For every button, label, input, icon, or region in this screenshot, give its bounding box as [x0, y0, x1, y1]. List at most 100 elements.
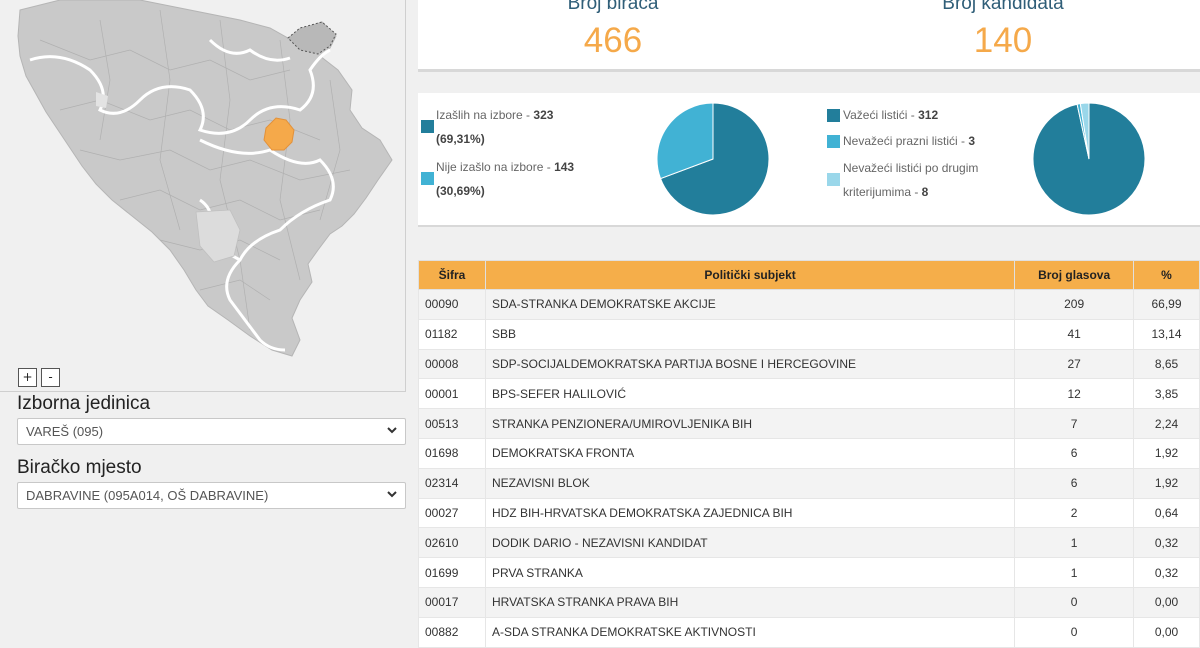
- map-container[interactable]: + -: [0, 0, 406, 392]
- cell-pct: 1,92: [1133, 467, 1200, 499]
- table-row: 02314 NEZAVISNI BLOK 6 1,92: [418, 467, 1200, 499]
- cell-code: 01698: [418, 437, 486, 469]
- ballots-pie-chart: [1032, 102, 1146, 216]
- header-votes[interactable]: Broj glasova: [1014, 260, 1135, 290]
- zoom-in-button[interactable]: +: [18, 368, 37, 387]
- cell-votes: 6: [1014, 467, 1135, 499]
- vares-municipality[interactable]: [263, 117, 295, 151]
- voters-value: 466: [583, 21, 643, 60]
- cell-votes: 209: [1014, 289, 1135, 320]
- cell-votes: 0: [1014, 616, 1135, 648]
- ballots-legend-2: Nevažeći prazni listići - 3: [843, 129, 975, 153]
- cell-code: 02314: [418, 467, 486, 499]
- turnout-legend-2-pct: (30,69%): [436, 184, 485, 198]
- table-row: 00027 HDZ BIH-HRVATSKA DEMOKRATSKA ZAJEDN…: [418, 497, 1200, 529]
- cell-votes: 12: [1014, 378, 1135, 410]
- cell-code: 00090: [418, 289, 486, 320]
- turnout-swatch-2: [421, 172, 434, 185]
- header-subject[interactable]: Politički subjekt: [484, 260, 1016, 290]
- brcko-district: [287, 21, 337, 55]
- cell-pct: 0,32: [1133, 557, 1200, 588]
- ballots-legend-1-count: 312: [918, 108, 939, 122]
- izborna-jedinica-value: VAREŠ (095): [26, 424, 104, 439]
- cell-subject: SBB: [484, 318, 1016, 350]
- table-row: 02610 DODIK DARIO - NEZAVISNI KANDIDAT 1 0,…: [418, 527, 1200, 559]
- cell-votes: 2: [1014, 497, 1135, 529]
- turnout-pie-slice-2[interactable]: [656, 102, 714, 180]
- table-row: 00513 STRANKA PENZIONERA/UMIROVLJENIKA BI…: [418, 408, 1200, 439]
- cell-pct: 0,00: [1133, 586, 1200, 618]
- ballots-swatch-1: [827, 109, 840, 122]
- izborna-jedinica-label: Izborna jedinica: [17, 393, 151, 414]
- ballots-legend-2-label: Nevažeći prazni listići -: [843, 134, 969, 148]
- ballots-legend-1: Važeći listići - 312: [843, 103, 938, 127]
- turnout-legend-1-label: Izašlih na izbore -: [436, 108, 534, 122]
- stats-panel: Broj birača 466 Broj kandidata 140: [418, 0, 1200, 72]
- ballots-legend-3-count: 8: [921, 185, 929, 199]
- cell-votes: 27: [1014, 348, 1135, 380]
- cell-pct: 66,99: [1133, 289, 1200, 320]
- ballots-legend-1-label: Važeći listići -: [843, 108, 919, 122]
- cell-subject: HDZ BIH-HRVATSKA DEMOKRATSKA ZAJEDNICA B…: [484, 497, 1016, 529]
- cell-subject: BPS-SEFER HALILOVIĆ: [484, 378, 1016, 410]
- ballots-legend-3: Nevažeći listići po drugim kriterijumima…: [843, 156, 978, 204]
- cell-subject: HRVATSKA STRANKA PRAVA BIH: [484, 586, 1016, 618]
- turnout-legend-1-pct: (69,31%): [436, 132, 485, 146]
- cell-code: 00017: [418, 586, 486, 618]
- cell-pct: 0,64: [1133, 497, 1200, 529]
- turnout-legend-2: Nije izašlo na izbore - 143 (30,69%): [436, 155, 574, 203]
- header-pct[interactable]: %: [1133, 260, 1200, 290]
- cell-votes: 7: [1014, 408, 1135, 439]
- ballots-swatch-2: [827, 135, 840, 148]
- ballots-legend-3-label-b: kriterijumima -: [843, 185, 922, 199]
- ballots-legend-2-count: 3: [968, 134, 976, 148]
- cell-pct: 13,14: [1133, 318, 1200, 350]
- cell-subject: STRANKA PENZIONERA/UMIROVLJENIKA BIH: [484, 408, 1016, 439]
- cell-pct: 2,24: [1133, 408, 1200, 439]
- cell-pct: 1,92: [1133, 437, 1200, 469]
- cell-code: 00008: [418, 348, 486, 380]
- cell-code: 00513: [418, 408, 486, 439]
- biracko-mjesto-value: DABRAVINE (095A014, OŠ DABRAVINE): [26, 488, 269, 503]
- cell-subject: SDA-STRANKA DEMOKRATSKE AKCIJE: [484, 289, 1016, 320]
- zoom-out-button[interactable]: -: [41, 368, 60, 387]
- cell-code: 00027: [418, 497, 486, 529]
- cell-code: 00882: [418, 616, 486, 648]
- turnout-swatch-1: [421, 120, 434, 133]
- entity-boundary: [29, 38, 335, 352]
- cell-subject: NEZAVISNI BLOK: [484, 467, 1016, 499]
- cell-votes: 6: [1014, 437, 1135, 469]
- turnout-legend-1: Izašlih na izbore - 323 (69,31%): [436, 103, 553, 151]
- cell-code: 00001: [418, 378, 486, 410]
- cell-subject: SDP-SOCIJALDEMOKRATSKA PARTIJA BOSNE I H…: [484, 348, 1016, 380]
- cell-code: 02610: [418, 527, 486, 559]
- cell-subject: DODIK DARIO - NEZAVISNI KANDIDAT: [484, 527, 1016, 559]
- table-row: 00882 A-SDA STRANKA DEMOKRATSKE AKTIVNOST…: [418, 616, 1200, 648]
- cell-pct: 3,85: [1133, 378, 1200, 410]
- table-row: 00017 HRVATSKA STRANKA PRAVA BIH 0 0,00: [418, 586, 1200, 618]
- cell-code: 01182: [418, 318, 486, 350]
- table-row: 01699 PRVA STRANKA 1 0,32: [418, 557, 1200, 588]
- izborna-jedinica-select[interactable]: VAREŠ (095): [17, 418, 406, 445]
- table-row: 00090 SDA-STRANKA DEMOKRATSKE AKCIJE 209 66…: [418, 289, 1200, 320]
- cell-pct: 8,65: [1133, 348, 1200, 380]
- table-header-row: Šifra Politički subjekt Broj glasova %: [418, 260, 1200, 290]
- results-table: Šifra Politički subjekt Broj glasova % 0…: [418, 260, 1200, 648]
- turnout-pie-slice-1[interactable]: [659, 102, 770, 216]
- ballots-pie-slice-3[interactable]: [1079, 102, 1090, 160]
- cell-votes: 0: [1014, 586, 1135, 618]
- ballots-legend-3-label-a: Nevažeći listići po drugim: [843, 161, 979, 175]
- cell-subject: DEMOKRATSKA FRONTA: [484, 437, 1016, 469]
- bih-map[interactable]: [0, 0, 406, 392]
- table-row: 01698 DEMOKRATSKA FRONTA 6 1,92: [418, 437, 1200, 469]
- turnout-legend-2-label: Nije izašlo na izbore -: [436, 160, 555, 174]
- biracko-mjesto-label: Biračko mjesto: [17, 457, 142, 478]
- cell-pct: 0,00: [1133, 616, 1200, 648]
- map-region-light-2: [96, 92, 108, 108]
- table-row: 00008 SDP-SOCIJALDEMOKRATSKA PARTIJA BOSN…: [418, 348, 1200, 380]
- biracko-mjesto-select[interactable]: DABRAVINE (095A014, OŠ DABRAVINE): [17, 482, 406, 509]
- chevron-down-icon: [387, 491, 397, 498]
- table-row: 00001 BPS-SEFER HALILOVIĆ 12 3,85: [418, 378, 1200, 410]
- header-code[interactable]: Šifra: [418, 260, 486, 290]
- ballots-swatch-3: [827, 173, 840, 186]
